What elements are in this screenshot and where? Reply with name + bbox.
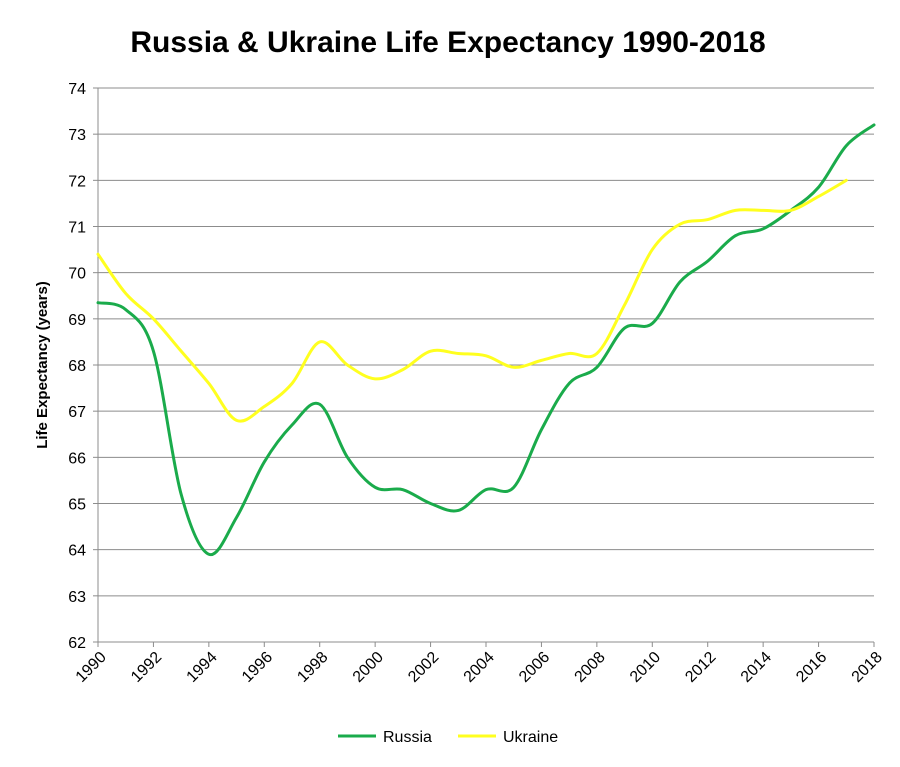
x-tick-label: 1990 [73, 649, 110, 686]
x-tick-label: 2006 [516, 649, 553, 686]
y-tick-label: 74 [68, 81, 86, 98]
chart-title: Russia & Ukraine Life Expectancy 1990-20… [130, 26, 765, 59]
y-tick-label: 69 [68, 312, 86, 329]
series-lines [96, 123, 876, 556]
x-tick-label: 2004 [461, 649, 498, 686]
y-tick-labels: 62 63 64 65 66 67 68 69 70 71 72 73 74 [68, 81, 86, 652]
x-tick-label: 2010 [627, 649, 664, 686]
x-tick-label: 2008 [571, 649, 608, 686]
x-tick-label: 2000 [350, 649, 387, 686]
y-tick-label: 66 [68, 450, 86, 467]
axes [93, 87, 875, 647]
x-tick-label: 1994 [183, 649, 220, 686]
y-axis-label: Life Expectancy (years) [34, 281, 51, 449]
series-line-russia [96, 123, 876, 556]
y-tick-label: 73 [68, 127, 86, 144]
x-tick-label: 1998 [294, 649, 331, 686]
x-tick-label: 1992 [128, 649, 165, 686]
y-tick-label: 64 [68, 543, 86, 560]
y-tick-label: 63 [68, 589, 86, 606]
y-tick-label: 72 [68, 173, 86, 190]
x-tick-label: 2016 [793, 649, 830, 686]
x-tick-label: 1996 [239, 649, 276, 686]
x-tick-labels: 1990 1992 1994 1996 1998 2000 2002 2004 2006 2008… [73, 649, 886, 686]
legend-label-ukraine: Ukraine [503, 729, 558, 746]
y-tick-label: 68 [68, 358, 86, 375]
x-tick-label: 2014 [738, 649, 775, 686]
x-tick-label: 2002 [405, 649, 442, 686]
x-tick-label: 2018 [849, 649, 886, 686]
y-tick-label: 71 [68, 220, 86, 237]
legend-label-russia: Russia [383, 729, 432, 746]
series-line-ukraine [96, 178, 848, 423]
y-tick-label: 65 [68, 497, 86, 514]
y-tick-label: 70 [68, 266, 86, 283]
y-tick-label: 67 [68, 404, 86, 421]
legend: Russia Ukraine [338, 729, 558, 746]
y-tick-label: 62 [68, 635, 86, 652]
x-tick-label: 2012 [682, 649, 719, 686]
gridlines [98, 87, 874, 643]
